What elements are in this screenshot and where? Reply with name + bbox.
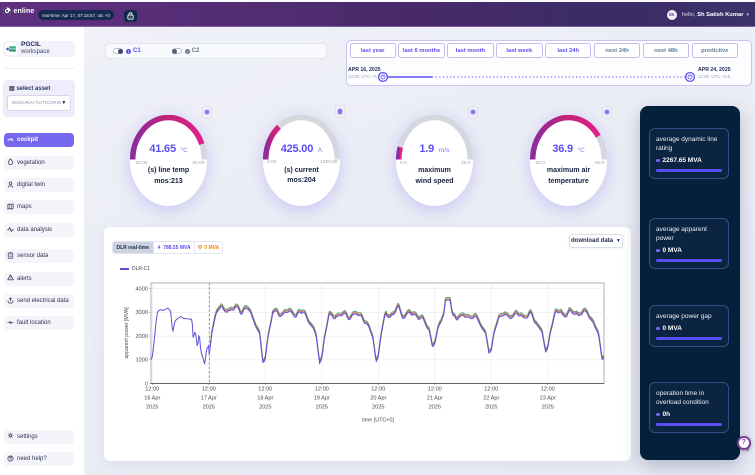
svg-text:12:00: 12:00 (428, 387, 442, 393)
svg-text:12:00: 12:00 (484, 387, 498, 393)
svg-text:2025: 2025 (146, 405, 158, 411)
svg-text:12:00: 12:00 (145, 387, 159, 393)
svg-text:12:00: 12:00 (371, 387, 385, 393)
svg-text:21 Apr: 21 Apr (427, 396, 443, 402)
svg-text:2025: 2025 (259, 405, 271, 411)
svg-text:22 Apr: 22 Apr (483, 396, 499, 402)
svg-text:12:00: 12:00 (541, 387, 555, 393)
svg-text:2025: 2025 (485, 405, 497, 411)
svg-text:12:00: 12:00 (258, 387, 272, 393)
svg-text:23 Apr: 23 Apr (540, 396, 556, 402)
svg-text:2025: 2025 (372, 405, 384, 411)
svg-text:3000: 3000 (136, 310, 148, 316)
svg-text:1000: 1000 (136, 358, 148, 364)
svg-text:12:00: 12:00 (315, 387, 329, 393)
svg-text:12:00: 12:00 (202, 387, 216, 393)
svg-text:18 Apr: 18 Apr (257, 396, 273, 402)
svg-text:17 Apr: 17 Apr (201, 396, 217, 402)
svg-text:19 Apr: 19 Apr (314, 396, 330, 402)
svg-text:20 Apr: 20 Apr (370, 396, 386, 402)
svg-text:2000: 2000 (136, 334, 148, 340)
svg-text:time [UTC+0]: time [UTC+0] (362, 418, 394, 424)
svg-text:apparent power [MVA]: apparent power [MVA] (124, 307, 130, 359)
svg-text:2025: 2025 (203, 405, 215, 411)
svg-text:2025: 2025 (429, 405, 441, 411)
svg-text:4000: 4000 (136, 287, 148, 293)
svg-text:2025: 2025 (316, 405, 328, 411)
svg-text:16 Apr: 16 Apr (144, 396, 160, 402)
svg-text:2025: 2025 (542, 405, 554, 411)
svg-text:0: 0 (145, 381, 148, 387)
